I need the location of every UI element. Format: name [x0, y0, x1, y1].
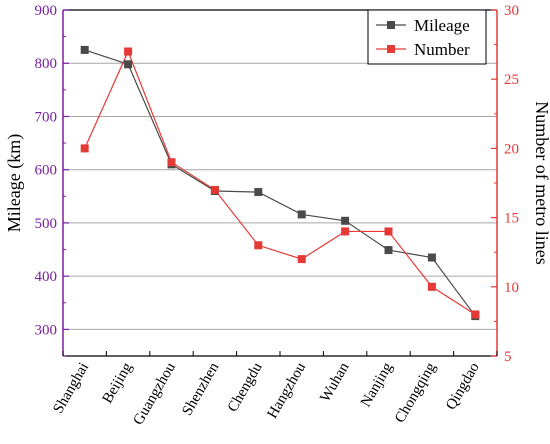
- right-tick-label: 15: [504, 211, 519, 227]
- point-mileage: [80, 45, 89, 54]
- x-tick-label: Beijing: [100, 360, 136, 407]
- x-tick-label: Guangzhou: [131, 360, 180, 428]
- left-axis-title: Mileage (km): [4, 134, 25, 232]
- axes: 300 400 500 600 700 800 900 5 10 15 20 25 30 Shanghai…: [4, 3, 550, 428]
- gridlines: [63, 62, 497, 330]
- point-mileage: [297, 210, 306, 219]
- point-mileage: [427, 253, 436, 262]
- left-tick-label: 900: [35, 3, 58, 19]
- right-tick-label: 25: [504, 72, 519, 88]
- x-tick-label: Chengdu: [225, 360, 266, 415]
- point-mileage: [341, 216, 350, 225]
- left-tick-label: 800: [35, 56, 58, 72]
- series-line-number: [84, 49, 476, 315]
- legend: Mileage Number: [367, 9, 487, 65]
- point-number: [297, 255, 306, 264]
- point-number: [384, 227, 393, 236]
- left-tick-label: 700: [35, 109, 58, 125]
- left-tick-label: 300: [35, 322, 58, 338]
- point-mileage: [384, 246, 393, 255]
- legend-label-mileage: Mileage: [414, 16, 470, 35]
- x-tick-label: Shanghai: [50, 360, 92, 416]
- point-number: [341, 227, 350, 236]
- x-tick-label: Chongqing: [392, 360, 439, 426]
- legend-marker-mileage: [387, 21, 395, 29]
- point-mileage: [124, 60, 133, 69]
- x-tick-label: Hangzhou: [264, 360, 309, 422]
- point-number: [210, 185, 219, 194]
- series-layer: [80, 45, 480, 321]
- legend-box: [367, 9, 487, 65]
- right-axis-title: Number of metro lines: [532, 101, 550, 264]
- legend-label-number: Number: [414, 40, 470, 59]
- x-tick-label: Shenzhen: [179, 360, 222, 419]
- right-tick-label: 30: [504, 3, 519, 19]
- point-mileage: [254, 188, 263, 197]
- right-tick-label: 5: [504, 349, 512, 365]
- x-tick-label: Wuhan: [317, 360, 352, 405]
- point-number: [124, 47, 133, 56]
- series-line-mileage: [84, 49, 476, 317]
- left-tick-label: 400: [35, 269, 58, 285]
- point-number: [471, 310, 480, 319]
- point-number: [427, 282, 436, 291]
- right-tick-label: 10: [504, 280, 519, 296]
- x-tick-label: Nanjing: [358, 360, 396, 410]
- point-number: [167, 158, 176, 167]
- left-tick-label: 500: [35, 216, 58, 232]
- right-tick-label: 20: [504, 141, 519, 157]
- legend-marker-number: [387, 45, 395, 53]
- point-number: [80, 144, 89, 153]
- point-number: [254, 241, 263, 250]
- left-tick-label: 600: [35, 163, 58, 179]
- x-tick-label: Qingdao: [443, 360, 483, 413]
